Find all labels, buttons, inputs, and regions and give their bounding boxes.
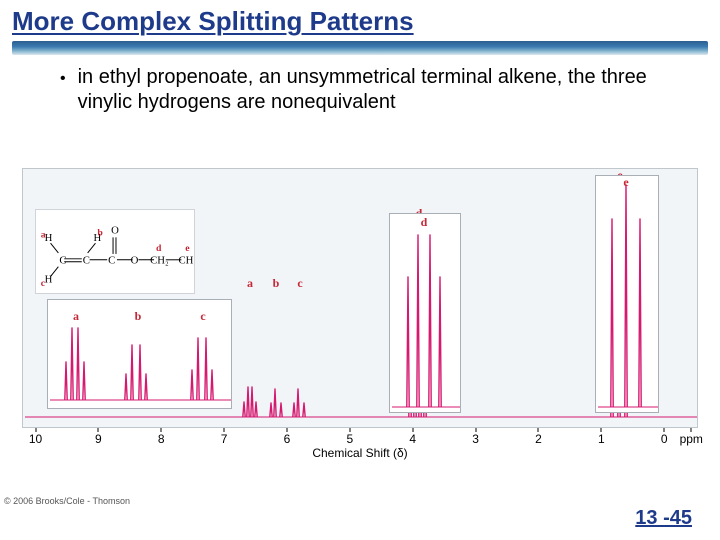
inset-d: d bbox=[389, 213, 461, 413]
svg-text:e: e bbox=[185, 243, 190, 254]
svg-text:a: a bbox=[41, 229, 46, 240]
axis-title: Chemical Shift (δ) bbox=[312, 446, 407, 460]
page-title: More Complex Splitting Patterns bbox=[12, 6, 708, 37]
inset-abc: a b c bbox=[47, 299, 232, 409]
tick-label: 6 bbox=[284, 432, 291, 446]
tick-label: 9 bbox=[95, 432, 102, 446]
svg-text:b: b bbox=[135, 309, 142, 323]
svg-text:a: a bbox=[73, 309, 79, 323]
copyright-text: © 2006 Brooks/Cole - Thomson bbox=[4, 496, 130, 506]
title-underline-band bbox=[12, 41, 708, 55]
bullet-item: • in ethyl propenoate, an unsymmetrical … bbox=[60, 65, 680, 115]
svg-text:e: e bbox=[623, 176, 629, 189]
svg-text:c: c bbox=[200, 309, 206, 323]
svg-text:c: c bbox=[41, 278, 46, 289]
tick-label: 10 bbox=[29, 432, 42, 446]
svg-text:b: b bbox=[273, 276, 280, 290]
tick-label: 4 bbox=[409, 432, 416, 446]
svg-text:C: C bbox=[83, 255, 90, 267]
svg-text:H: H bbox=[45, 232, 53, 244]
tick-label: 8 bbox=[158, 432, 165, 446]
bullet-list: • in ethyl propenoate, an unsymmetrical … bbox=[0, 65, 720, 115]
nmr-figure: a b c d e H H bbox=[0, 168, 720, 458]
tick-label: 3 bbox=[472, 432, 479, 446]
molecule-structure-box: H H C C H C O O CH₂ CH₃ a c b d e bbox=[35, 209, 195, 294]
main-spectrum-plot: a b c d e H H bbox=[22, 168, 698, 428]
bullet-text: in ethyl propenoate, an unsymmetrical te… bbox=[78, 65, 680, 115]
svg-text:d: d bbox=[421, 215, 428, 229]
tick-label: ppm bbox=[680, 432, 703, 446]
svg-text:C: C bbox=[59, 255, 66, 267]
svg-text:b: b bbox=[97, 227, 103, 238]
tick-label: 7 bbox=[221, 432, 228, 446]
svg-text:CH₂: CH₂ bbox=[150, 255, 169, 267]
svg-text:a: a bbox=[247, 276, 253, 290]
svg-text:O: O bbox=[131, 255, 139, 267]
page-number: 13 -45 bbox=[635, 507, 692, 530]
bullet-dot: • bbox=[60, 69, 66, 89]
svg-text:c: c bbox=[297, 276, 303, 290]
svg-text:O: O bbox=[111, 224, 119, 236]
svg-text:C: C bbox=[108, 255, 115, 267]
svg-text:H: H bbox=[45, 273, 53, 285]
molecule-svg: H H C C H C O O CH₂ CH₃ a c b d e bbox=[36, 210, 194, 293]
svg-text:d: d bbox=[156, 243, 162, 254]
tick-label: 0 bbox=[661, 432, 668, 446]
svg-text:CH₃: CH₃ bbox=[178, 255, 194, 267]
inset-e: e bbox=[595, 175, 659, 413]
tick-label: 2 bbox=[535, 432, 542, 446]
tick-label: 1 bbox=[598, 432, 605, 446]
tick-label: 5 bbox=[347, 432, 354, 446]
